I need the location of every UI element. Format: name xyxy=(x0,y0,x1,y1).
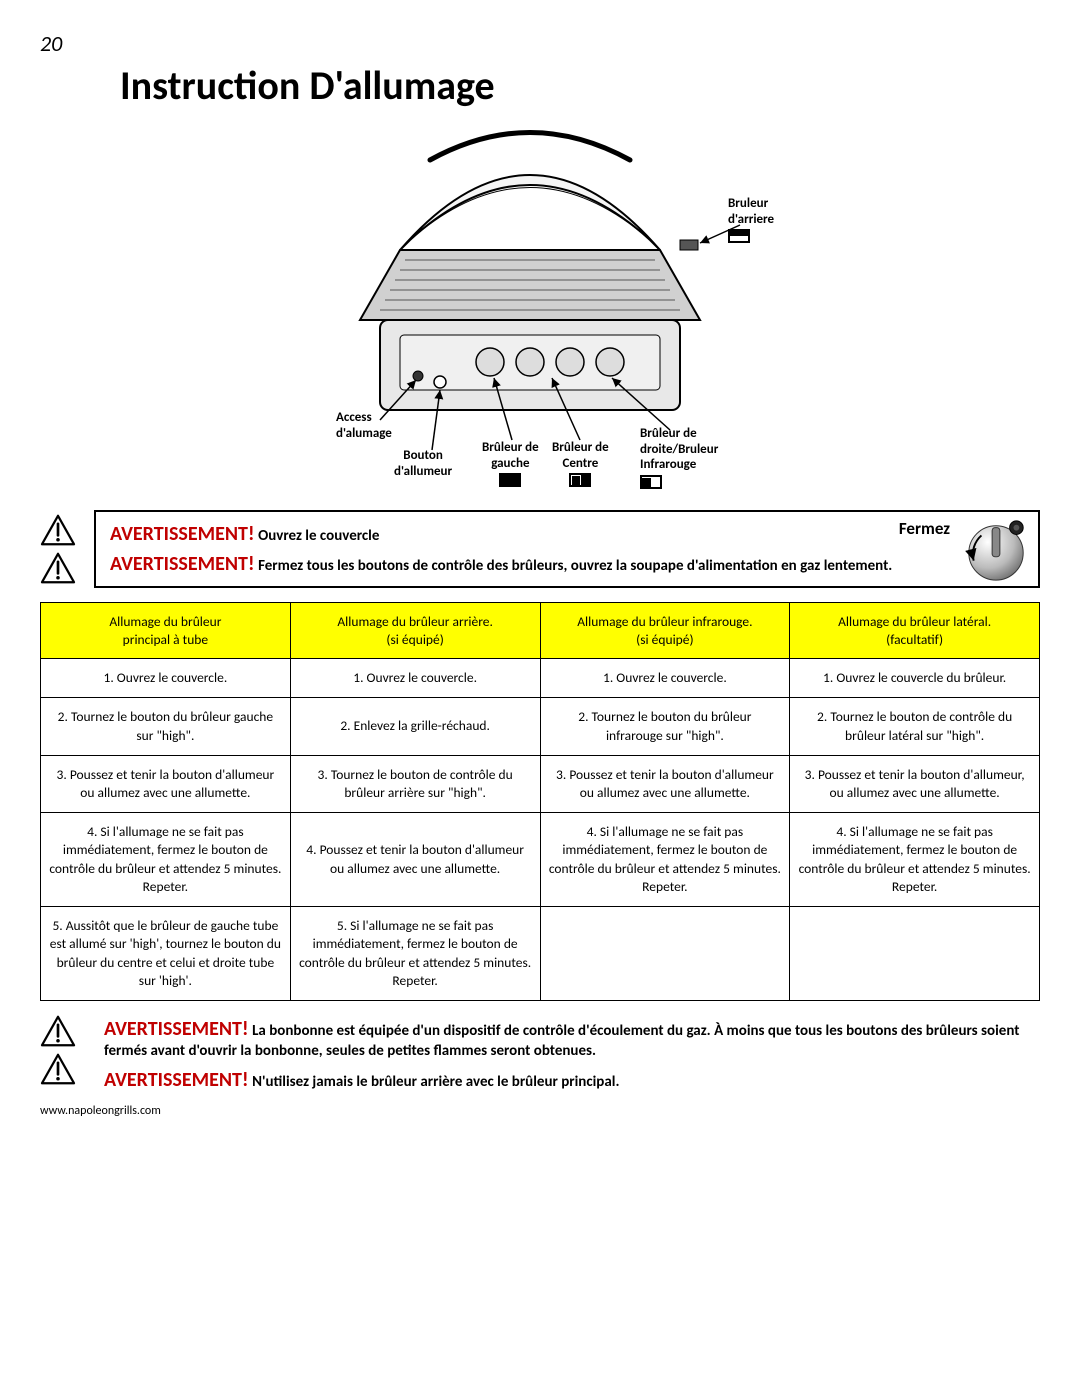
table-cell: 4. Poussez et tenir la bouton d'allumeur… xyxy=(290,813,540,907)
table-header-row: Allumage du brûleurprincipal à tube Allu… xyxy=(41,603,1040,659)
table-header: Allumage du brûleur infrarouge.(si équip… xyxy=(540,603,790,659)
warning-box-1-row: Fermez AVERTISSEMENT! Ouvrez le couvercl… xyxy=(40,510,1040,588)
label-left-burner-text: Brûleur degauche xyxy=(482,440,539,471)
warning2-text2: N'utilisez jamais le brûleur arrière ave… xyxy=(252,1073,619,1091)
table-cell: 5. Aussitôt que le brûleur de gauche tub… xyxy=(41,907,291,1001)
center-burner-icon xyxy=(569,473,591,487)
table-cell: 1. Ouvrez le couvercle. xyxy=(41,659,291,698)
label-center-burner: Brûleur deCentre xyxy=(552,440,609,491)
table-cell: 3. Poussez et tenir la bouton d'allumeur… xyxy=(41,755,291,812)
table-cell: 3. Poussez et tenir la bouton d'allumeur… xyxy=(790,755,1040,812)
table-cell: 2. Enlevez la grille-réchaud. xyxy=(290,698,540,755)
table-cell: 5. Si l'allumage ne se fait pas immédiat… xyxy=(290,907,540,1001)
label-rear-burner-text: Bruleurd'arriere xyxy=(728,196,774,227)
warning-triangle-icon xyxy=(40,514,76,546)
warning-box-1: Fermez AVERTISSEMENT! Ouvrez le couvercl… xyxy=(94,510,1040,588)
rear-burner-icon xyxy=(728,229,750,243)
table-row: 2. Tournez le bouton du brûleur gauche s… xyxy=(41,698,1040,755)
table-cell: 4. Si l'allumage ne se fait pas immédiat… xyxy=(540,813,790,907)
table-cell: 1. Ouvrez le couvercle. xyxy=(540,659,790,698)
label-center-burner-text: Brûleur deCentre xyxy=(552,440,609,471)
warning-triangle-icon xyxy=(40,552,76,584)
label-access: Accessd'alumage xyxy=(336,410,392,441)
label-igniter-button: Boutond'allumeur xyxy=(394,448,452,479)
table-body: 1. Ouvrez le couvercle. 1. Ouvrez le cou… xyxy=(41,659,1040,1001)
warning-triangle-icon xyxy=(40,1015,76,1047)
fermez-label: Fermez xyxy=(899,518,950,539)
grill-diagram: Bruleurd'arriere Accessd'alumage Boutond… xyxy=(180,120,900,500)
warning-icons-1 xyxy=(40,510,84,584)
table-cell: 4. Si l'allumage ne se fait pas immédiat… xyxy=(790,813,1040,907)
table-cell: 2. Tournez le bouton du brûleur infrarou… xyxy=(540,698,790,755)
warning2-line1: AVERTISSEMENT! La bonbonne est équipée d… xyxy=(104,1017,1030,1060)
left-burner-icon xyxy=(499,473,521,487)
warning1-text2: Fermez tous les boutons de contrôle des … xyxy=(258,557,892,575)
table-row: 3. Poussez et tenir la bouton d'allumeur… xyxy=(41,755,1040,812)
table-header: Allumage du brûleurprincipal à tube xyxy=(41,603,291,659)
knob-icon xyxy=(962,516,1030,584)
warning-box-2-row: AVERTISSEMENT! La bonbonne est équipée d… xyxy=(40,1011,1040,1098)
table-cell: 4. Si l'allumage ne se fait pas immédiat… xyxy=(41,813,291,907)
table-row: 4. Si l'allumage ne se fait pas immédiat… xyxy=(41,813,1040,907)
footer-url: www.napoleongrills.com xyxy=(40,1104,1040,1118)
warning-box-2: AVERTISSEMENT! La bonbonne est équipée d… xyxy=(94,1011,1040,1098)
avert-label: AVERTISSEMENT! xyxy=(104,1017,248,1041)
table-row: 5. Aussitôt que le brûleur de gauche tub… xyxy=(41,907,1040,1001)
label-left-burner: Brûleur degauche xyxy=(482,440,539,492)
label-rear-burner: Bruleurd'arriere xyxy=(728,196,774,248)
table-cell: 1. Ouvrez le couvercle du brûleur. xyxy=(790,659,1040,698)
table-cell: 3. Tournez le bouton de contrôle du brûl… xyxy=(290,755,540,812)
warning2-line2: AVERTISSEMENT! N'utilisez jamais le brûl… xyxy=(104,1068,1030,1092)
grill-svg xyxy=(180,120,900,500)
table-cell: 1. Ouvrez le couvercle. xyxy=(290,659,540,698)
table-header: Allumage du brûleur arrière.(si équipé) xyxy=(290,603,540,659)
label-right-burner: Brûleur dedroite/BruleurInfrarouge xyxy=(640,426,718,492)
right-burner-icon xyxy=(640,475,662,489)
warning1-line1: AVERTISSEMENT! Ouvrez le couvercle xyxy=(110,522,1024,546)
avert-label: AVERTISSEMENT! xyxy=(104,1068,248,1092)
table-cell: 3. Poussez et tenir la bouton d'allumeur… xyxy=(540,755,790,812)
warning-triangle-icon xyxy=(40,1053,76,1085)
table-cell: 2. Tournez le bouton de contrôle du brûl… xyxy=(790,698,1040,755)
warning1-text1: Ouvrez le couvercle xyxy=(258,527,379,545)
avert-label: AVERTISSEMENT! xyxy=(110,552,254,576)
warning1-line2: AVERTISSEMENT! Fermez tous les boutons d… xyxy=(110,552,1024,576)
table-row: 1. Ouvrez le couvercle. 1. Ouvrez le cou… xyxy=(41,659,1040,698)
instruction-table: Allumage du brûleurprincipal à tube Allu… xyxy=(40,602,1040,1001)
table-cell: 2. Tournez le bouton du brûleur gauche s… xyxy=(41,698,291,755)
table-cell xyxy=(790,907,1040,1001)
avert-label: AVERTISSEMENT! xyxy=(110,522,254,546)
table-header: Allumage du brûleur latéral.(facultatif) xyxy=(790,603,1040,659)
label-right-burner-text: Brûleur dedroite/BruleurInfrarouge xyxy=(640,426,718,472)
warning-icons-2 xyxy=(40,1011,84,1085)
page-number: 20 xyxy=(40,30,1040,57)
table-cell xyxy=(540,907,790,1001)
page-title: Instruction D'allumage xyxy=(120,61,1040,110)
